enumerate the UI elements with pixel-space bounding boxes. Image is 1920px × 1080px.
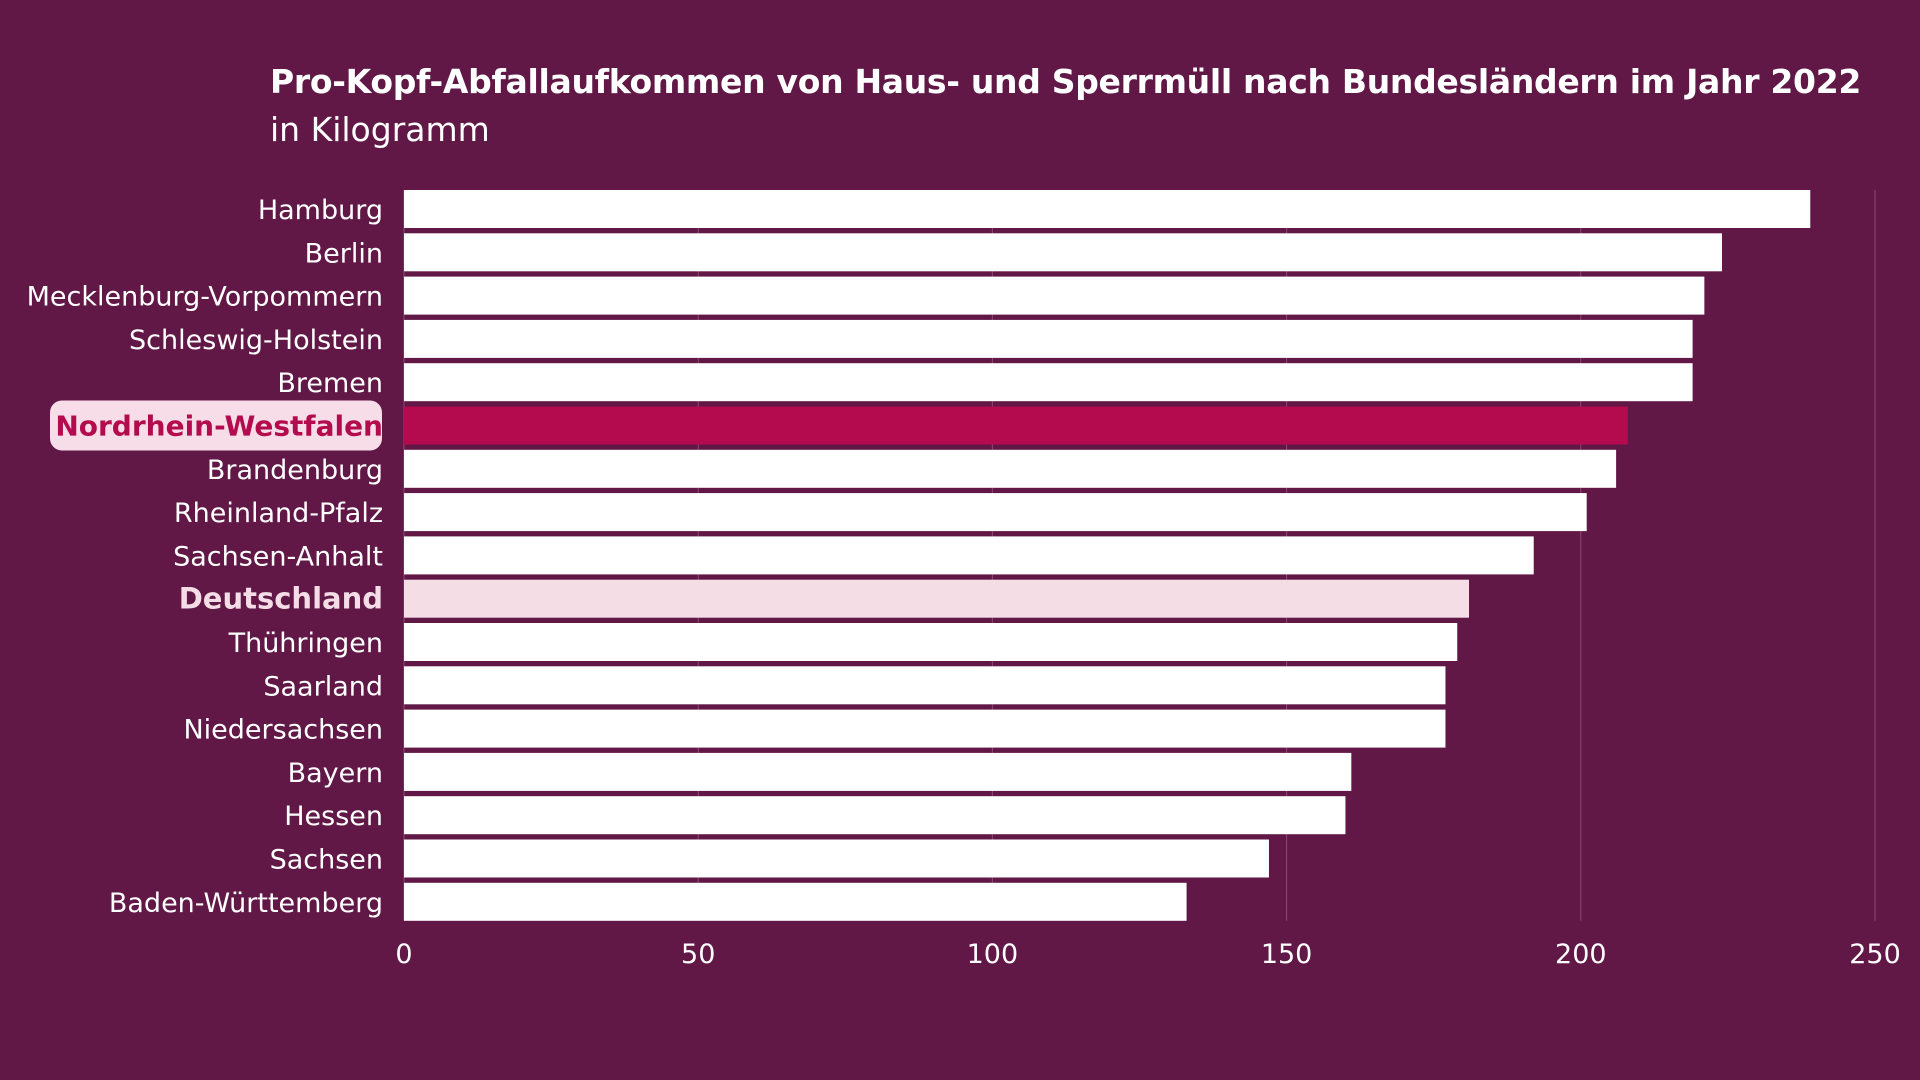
bar-rheinland-pfalz bbox=[404, 493, 1587, 532]
bar-schleswig-holstein bbox=[404, 319, 1693, 358]
category-label-bayern: Bayern bbox=[288, 758, 383, 789]
category-label-deutschland: Deutschland bbox=[179, 582, 383, 616]
category-label-sachsen-anhalt: Sachsen-Anhalt bbox=[173, 541, 383, 572]
category-label-hessen: Hessen bbox=[284, 801, 383, 832]
category-label-baden-wurttemberg: Baden-Württemberg bbox=[109, 888, 383, 919]
category-label-thuhringen: Thühringen bbox=[228, 628, 383, 659]
bar-hamburg bbox=[404, 190, 1811, 228]
bar-bremen bbox=[404, 363, 1693, 402]
bar-niedersachsen bbox=[404, 709, 1446, 748]
bar-thuhringen bbox=[404, 623, 1458, 661]
bar-saarland bbox=[404, 666, 1446, 705]
category-label-hamburg: Hamburg bbox=[258, 195, 383, 226]
bar-baden-wurttemberg bbox=[404, 882, 1187, 921]
category-label-niedersachsen: Niedersachsen bbox=[183, 715, 383, 746]
chart-title: Pro-Kopf-Abfallaufkommen von Haus- und S… bbox=[270, 62, 1862, 101]
x-axis-ticks: 0 50 100 150 200 250 bbox=[395, 939, 1900, 970]
category-label-sachsen: Sachsen bbox=[270, 845, 383, 876]
bar-berlin bbox=[404, 233, 1723, 272]
bar-sachsen bbox=[404, 839, 1269, 878]
x-tick-label: 0 bbox=[395, 939, 412, 970]
category-label-schleswig-holstein: Schleswig-Holstein bbox=[129, 325, 383, 356]
bar-bayern bbox=[404, 752, 1352, 791]
bar-hessen bbox=[404, 796, 1346, 835]
highlight-label-background bbox=[50, 400, 382, 451]
x-tick-label: 150 bbox=[1261, 939, 1313, 970]
bar-mecklenburg-vorpommern bbox=[404, 276, 1705, 315]
category-label-rheinland-pfalz: Rheinland-Pfalz bbox=[174, 498, 383, 529]
bar-sachsen-anhalt bbox=[404, 536, 1534, 575]
category-labels: Hamburg Berlin Mecklenburg-Vorpommern Schle… bbox=[27, 195, 383, 919]
category-label-brandenburg: Brandenburg bbox=[207, 455, 383, 486]
category-label-bremen: Bremen bbox=[277, 368, 383, 399]
x-tick-label: 100 bbox=[967, 939, 1019, 970]
bar-brandenburg bbox=[404, 449, 1617, 488]
category-label-nordrhein-westfalen: Nordrhein-Westfalen bbox=[55, 410, 383, 443]
x-tick-label: 250 bbox=[1849, 939, 1901, 970]
category-label-mecklenburg-vorpommern: Mecklenburg-Vorpommern bbox=[27, 282, 383, 313]
x-tick-label: 50 bbox=[681, 939, 715, 970]
bar-deutschland bbox=[404, 579, 1470, 618]
bars bbox=[404, 190, 1811, 921]
chart-subtitle: in Kilogramm bbox=[270, 110, 490, 149]
bar-nordrhein-westfalen bbox=[404, 406, 1628, 445]
category-label-saarland: Saarland bbox=[263, 671, 383, 702]
category-label-berlin: Berlin bbox=[305, 238, 383, 269]
x-tick-label: 200 bbox=[1555, 939, 1607, 970]
